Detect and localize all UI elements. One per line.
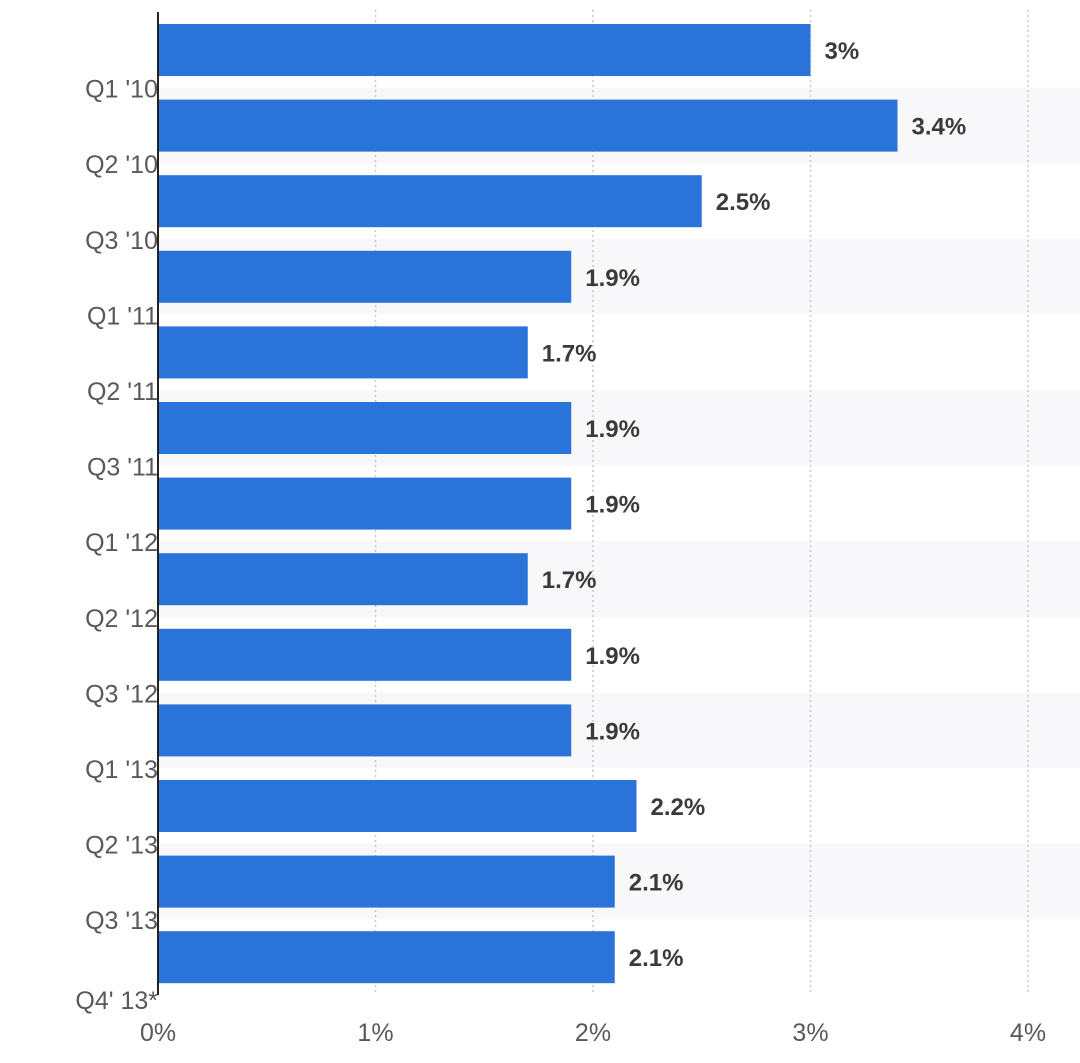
- value-label: 3%: [825, 38, 860, 65]
- category-label: Q2 '11: [87, 378, 158, 406]
- value-label: 2.2%: [651, 794, 706, 821]
- category-labels: Q1 '10 Q2 '10 Q3 '10 Q1 '11 Q2 '11 Q3 '11 Q1 '…: [85, 76, 158, 936]
- value-label: 2.1%: [629, 945, 684, 972]
- category-label: Q1 '10: [85, 76, 158, 104]
- value-label: 1.7%: [542, 340, 597, 367]
- bar: [158, 326, 528, 379]
- x-tick-label: 0%: [140, 1019, 176, 1047]
- category-label: Q3 '13: [85, 907, 158, 935]
- bar: [158, 175, 702, 228]
- category-label: Q3 '12: [85, 680, 158, 708]
- x-tick-label: 3%: [792, 1019, 828, 1047]
- category-label: Q1 '12: [85, 529, 158, 557]
- category-label: Q2 '12: [85, 605, 158, 633]
- bar: [158, 553, 528, 606]
- category-label: Q2 '10: [85, 151, 158, 179]
- bars: [158, 24, 898, 984]
- x-tick-labels: 0% 1% 2% 3% 4%: [140, 1019, 1046, 1047]
- value-label: 3.4%: [912, 114, 967, 141]
- category-label: Q2 '13: [85, 832, 158, 860]
- bar: [158, 24, 811, 76]
- bar: [158, 931, 615, 984]
- value-label: 1.9%: [585, 265, 640, 292]
- bar: [158, 855, 615, 908]
- bar: [158, 402, 572, 454]
- bottom-category-label: Q4' 13*: [75, 987, 158, 1015]
- value-label: 2.5%: [716, 189, 771, 216]
- category-label: Q3 '10: [85, 227, 158, 255]
- category-label: Q3 '11: [87, 454, 158, 482]
- x-tick-label: 1%: [357, 1019, 393, 1047]
- value-label: 1.9%: [585, 643, 640, 670]
- x-tick-label: 4%: [1010, 1019, 1046, 1047]
- bar: [158, 704, 572, 757]
- bar: [158, 628, 572, 681]
- value-label: 1.9%: [585, 416, 640, 443]
- value-label: 2.1%: [629, 870, 684, 897]
- category-label: Q1 '13: [85, 756, 158, 784]
- bar: [158, 780, 637, 832]
- value-label: 1.9%: [585, 492, 640, 519]
- category-label: Q1 '11: [87, 302, 158, 330]
- value-label: 1.9%: [585, 718, 640, 745]
- bar: [158, 477, 572, 530]
- value-labels: 3% 3.4% 2.5% 1.9% 1.7% 1.9% 1.9% 1.7% 1.9% 1.9% 2.…: [542, 38, 966, 972]
- bar: [158, 250, 572, 303]
- x-tick-label: 2%: [575, 1019, 611, 1047]
- value-label: 1.7%: [542, 567, 597, 594]
- bar: [158, 99, 898, 152]
